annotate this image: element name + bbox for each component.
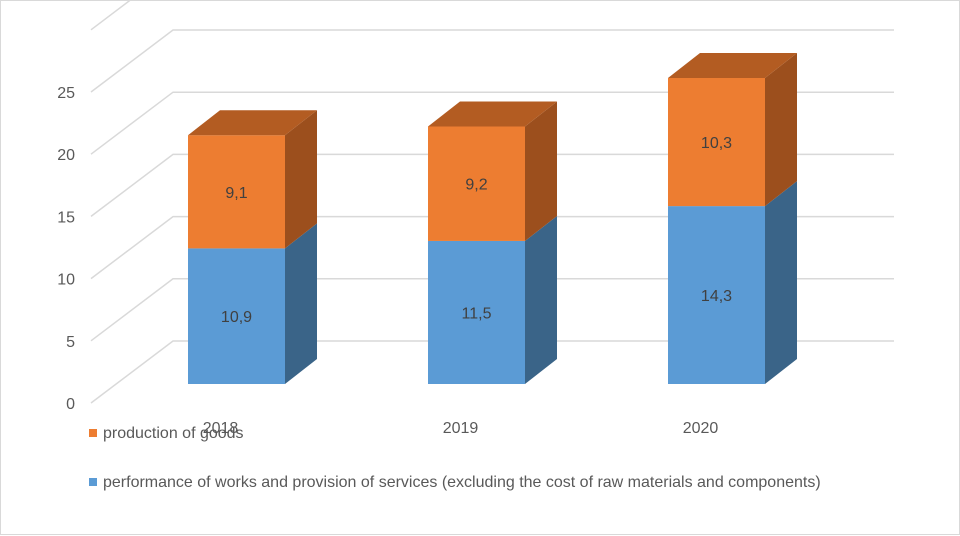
x-category-label: 2020	[683, 420, 719, 437]
bar-segment-top	[188, 110, 317, 136]
data-label: 14,3	[701, 288, 732, 305]
bars: 10,9 9,1 11,5 9,2 14,3 10,3	[188, 52, 797, 384]
gridline	[90, 1, 131, 31]
gridline	[90, 91, 894, 155]
gridline	[90, 215, 894, 280]
bar-segment-front	[428, 240, 525, 384]
bar-segment-front	[668, 206, 765, 384]
bar-segment-top	[668, 52, 797, 78]
y-tick-label: 10	[57, 272, 75, 289]
bar-segment-side	[285, 110, 317, 249]
gridline	[90, 29, 894, 93]
y-tick-label: 0	[66, 396, 75, 413]
legend: production of goods performance of works …	[89, 425, 821, 491]
gridline	[90, 340, 894, 404]
legend-swatch	[89, 478, 97, 486]
y-tick-label: 15	[57, 209, 75, 226]
bar-stack: 14,3 10,3	[668, 52, 797, 384]
x-category-label: 2018	[203, 420, 239, 437]
bar-segment-top	[428, 101, 557, 127]
bar-stack: 11,5 9,2	[428, 101, 557, 384]
x-category-label: 2019	[443, 420, 479, 437]
bar-segment-front	[188, 248, 285, 384]
legend-item: production of goods	[89, 425, 244, 442]
y-axis-ticks: 0 5 10 15 20 25	[57, 85, 75, 413]
gridline	[90, 278, 894, 342]
bar-segment-side	[525, 101, 557, 241]
legend-label: performance of works and provision of se…	[103, 474, 821, 491]
legend-label: production of goods	[103, 425, 244, 442]
bar-segment-side	[765, 52, 797, 207]
bar-stack: 10,9 9,1	[188, 110, 317, 384]
data-label: 10,3	[701, 135, 732, 152]
bar-segment-front	[668, 77, 765, 207]
gridline	[90, 153, 894, 217]
bar-segment-side	[525, 215, 557, 384]
bar-segment-side	[285, 223, 317, 384]
y-tick-label: 20	[57, 147, 75, 164]
data-label: 10,9	[221, 309, 252, 326]
legend-item: performance of works and provision of se…	[89, 474, 821, 491]
legend-swatch	[89, 429, 97, 437]
gridlines	[90, 1, 894, 404]
y-tick-label: 25	[57, 85, 75, 102]
y-tick-label: 5	[66, 334, 75, 351]
bar-segment-front	[188, 135, 285, 249]
data-label: 9,2	[465, 177, 487, 194]
data-label: 9,1	[225, 185, 247, 202]
data-label: 11,5	[462, 305, 492, 322]
bar-segment-side	[765, 181, 797, 384]
x-axis-categories: 2018 2019 2020	[203, 420, 719, 437]
bar-segment-front	[428, 126, 525, 241]
